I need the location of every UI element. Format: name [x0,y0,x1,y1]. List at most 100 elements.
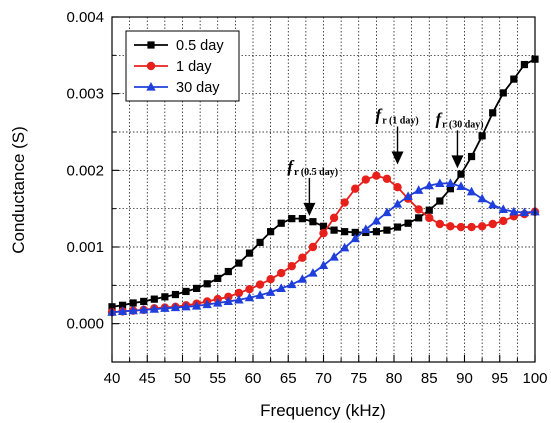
data-point [161,293,169,301]
data-point [424,180,434,190]
annotation-1: fr (0.5 day) [287,157,338,216]
data-point [446,222,455,231]
y-tick-label: 0.002 [66,162,104,179]
data-point [149,304,159,313]
annotation-label: fr (1 day) [376,106,419,127]
data-point [393,183,402,192]
data-point [255,290,265,299]
data-point [287,261,296,271]
data-point [372,171,381,180]
data-point [403,191,413,200]
y-axis: 0.000 0.001 0.002 0.003 0.004 [66,9,119,333]
data-point [265,287,276,296]
data-point [382,207,392,217]
data-point [288,215,296,223]
data-point [118,301,127,309]
data-point [466,186,477,196]
data-point [478,132,486,140]
data-point [214,274,222,283]
data-point [425,213,434,223]
data-point [319,222,328,230]
data-point [330,226,338,234]
data-point [519,207,530,217]
data-point [329,213,339,223]
data-point [277,268,286,278]
data-point [277,219,285,227]
data-point [191,301,202,310]
data-point [414,205,423,214]
series-layer [107,55,540,317]
data-point [467,152,476,161]
data-point [213,297,223,307]
x-tick-label: 70 [315,370,332,387]
data-point [298,253,307,262]
data-point [203,280,211,288]
data-point [383,226,391,234]
annotations: fr (0.5 day) fr (1 day) fr (30 day) [287,106,484,216]
data-point [520,60,529,69]
data-point [392,199,403,208]
data-point [350,233,360,243]
data-point [329,251,339,261]
annotation-arrow-head [303,202,316,216]
annotation-symbol: f [287,157,295,176]
data-point [235,259,243,267]
legend-entry-3: 30 day [134,80,220,96]
legend-entry-1: 0.5 day [134,38,224,54]
data-point [489,109,497,117]
x-tick-label: 75 [350,370,367,387]
data-point [404,219,412,227]
data-point [457,170,465,178]
data-point [267,228,275,236]
data-point [361,224,371,233]
data-point [129,299,137,307]
data-point [276,283,286,292]
data-point [308,268,318,277]
data-point [488,219,497,229]
data-point [435,178,445,187]
data-point [287,279,297,289]
x-tick-label: 50 [174,370,191,387]
data-point [117,306,128,315]
data-point [224,267,232,276]
data-point [372,228,380,236]
data-point [371,215,382,225]
data-point [488,199,498,209]
x-tick-label: 40 [104,370,121,387]
data-point [445,178,456,187]
x-tick-label: 95 [491,370,508,387]
legend-label: 0.5 day [176,38,224,54]
legend-box [125,30,240,102]
data-point [150,295,158,303]
annotation-2: fr (1 day) [376,106,419,165]
x-tick-label: 55 [209,370,226,387]
x-tick-label: 100 [522,370,547,387]
data-point [170,302,181,312]
data-point [413,185,424,194]
annotation-arrow-head [451,155,464,169]
data-point [467,222,476,232]
annotation-3: fr (30 day) [435,109,484,169]
data-point [477,193,487,203]
legend: 0.5 day 1 day 30 day [125,30,240,102]
data-point [425,206,433,214]
legend-marker [146,61,156,71]
data-point [499,89,507,97]
data-point [234,288,244,298]
data-point [351,184,360,193]
legend-entry-2: 1 day [134,59,212,75]
data-point [245,284,254,294]
data-point [382,174,392,183]
data-point [234,294,244,304]
data-point [128,305,138,315]
data-point [318,260,329,269]
data-point [308,242,318,252]
annotation-subscript: r (0.5 day) [294,167,338,178]
y-axis-title: Conductance (S) [9,126,28,254]
data-point [139,304,149,314]
x-tick-label: 60 [245,370,262,387]
data-point [309,218,317,226]
data-point [244,292,255,302]
x-axis-title: Frequency (kHz) [260,401,386,420]
